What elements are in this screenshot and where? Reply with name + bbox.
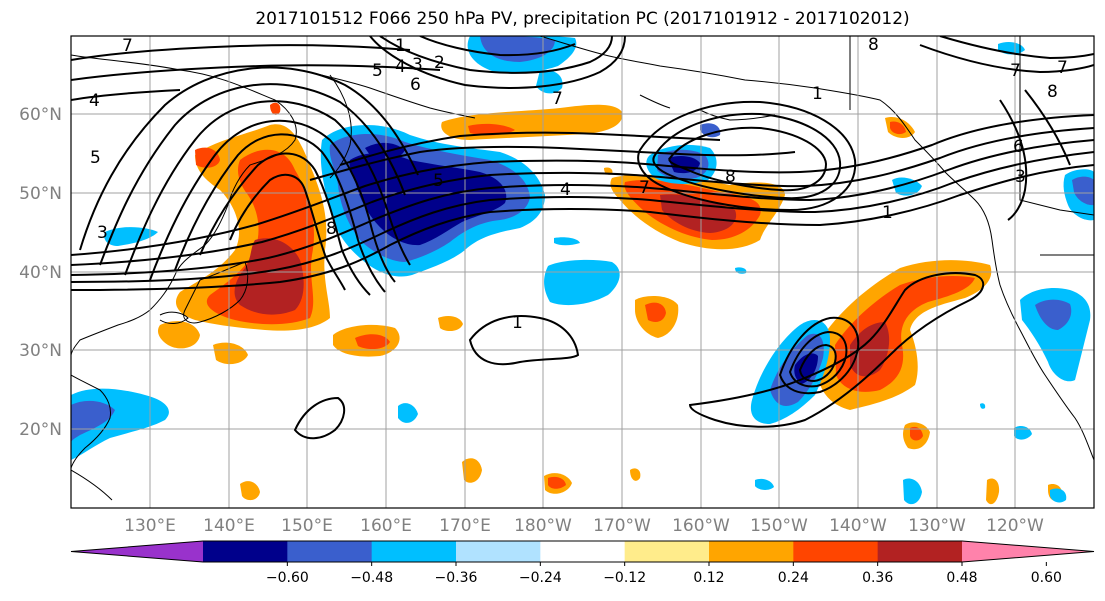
lon-label: 180°W — [514, 516, 572, 536]
colorbar-outline — [70, 540, 1095, 563]
contour-label: 1 — [512, 313, 523, 333]
lat-label: 20°N — [19, 420, 62, 440]
contour-label: 5 — [372, 61, 383, 81]
colorbar-segment — [624, 541, 710, 562]
colorbar-tick-label: 0.12 — [693, 570, 724, 586]
lon-label: 120°W — [986, 516, 1044, 536]
lat-label: 60°N — [19, 105, 62, 125]
colorbar-tick-label: 0.60 — [1031, 570, 1062, 586]
lon-label: 140°E — [203, 516, 255, 536]
map-frame — [70, 35, 1095, 509]
lon-label: 160°W — [672, 516, 730, 536]
colorbar-tick-label: −0.24 — [519, 570, 562, 586]
colorbar-tick-label: 0.48 — [946, 570, 977, 586]
contour-label: 7 — [122, 36, 133, 56]
contour-label: 1 — [812, 84, 823, 104]
colorbar-segment — [371, 541, 457, 562]
colorbar-tick-label: 0.36 — [862, 570, 893, 586]
colorbar-segment — [540, 541, 626, 562]
colorbar-segment — [456, 541, 541, 562]
graticule — [71, 36, 1094, 508]
contour-label: 5 — [90, 148, 101, 168]
contour-label: 7 — [552, 89, 563, 109]
lon-label: 170°E — [439, 516, 491, 536]
colorbar-segment — [709, 541, 794, 562]
contour-label: 4 — [560, 180, 571, 200]
contour-label: 5 — [433, 171, 444, 191]
contour-label: 4 — [395, 57, 406, 77]
contour-label: 7 — [1010, 61, 1021, 81]
contour-label: 3 — [97, 223, 108, 243]
contour-label: 4 — [89, 91, 100, 111]
colorbar-segment — [71, 541, 203, 562]
contour-label: 7 — [639, 178, 650, 198]
colorbar-segment — [203, 541, 288, 562]
contour-label: 3 — [1015, 167, 1026, 187]
lon-label: 150°W — [750, 516, 808, 536]
colorbar-segment — [287, 541, 373, 562]
contour-label: 2 — [434, 53, 445, 73]
contour-label: 8 — [725, 167, 736, 187]
lon-label: 130°E — [124, 516, 176, 536]
pv-contours — [71, 36, 1094, 440]
lat-label: 40°N — [19, 263, 62, 283]
contour-label: 1 — [882, 203, 893, 223]
colorbar-segment — [962, 541, 1094, 562]
colorbar-tick-label: −0.36 — [435, 570, 478, 586]
latitude-labels: 60°N 50°N 40°N 30°N 20°N — [19, 105, 62, 440]
colorbar-tick-label: −0.48 — [350, 570, 393, 586]
contour-label: 3 — [412, 55, 423, 75]
lat-label: 30°N — [19, 341, 62, 361]
lon-label: 170°W — [593, 516, 651, 536]
contour-labels: 7 1 5 4 3 2 6 7 8 7 7 8 4 5 3 8 5 7 4 8 … — [89, 35, 1068, 333]
contour-label: 6 — [410, 75, 421, 95]
colorbar-segment — [793, 541, 879, 562]
map-panel: 7 1 5 4 3 2 6 7 8 7 7 8 4 5 3 8 5 7 4 8 … — [71, 35, 1094, 508]
lon-label: 130°W — [908, 516, 966, 536]
contour-label: 8 — [326, 219, 337, 239]
colorbar-segment — [877, 541, 963, 562]
coastlines — [71, 36, 1094, 501]
colorbar-tick-label: −0.60 — [266, 570, 309, 586]
map-title: 2017101512 F066 250 hPa PV, precipitatio… — [255, 9, 910, 29]
lon-label: 150°E — [281, 516, 333, 536]
contour-label: 8 — [868, 35, 879, 55]
colorbar-tick-label: −0.12 — [603, 570, 646, 586]
lon-label: 140°W — [829, 516, 887, 536]
colorbar-tick-label: 0.24 — [778, 570, 809, 586]
contour-label: 7 — [1057, 58, 1068, 78]
colorbar: −0.60 −0.48 −0.36 −0.24 −0.12 0.12 0.24 0.36 0.4… — [70, 540, 1095, 586]
contour-label: 1 — [395, 36, 406, 56]
lon-label: 160°E — [360, 516, 412, 536]
lat-label: 50°N — [19, 184, 62, 204]
longitude-labels: 130°E 140°E 150°E 160°E 170°E 180°W 170°… — [124, 516, 1044, 536]
contour-label: 6 — [1013, 137, 1024, 157]
contour-label: 8 — [1047, 82, 1058, 102]
